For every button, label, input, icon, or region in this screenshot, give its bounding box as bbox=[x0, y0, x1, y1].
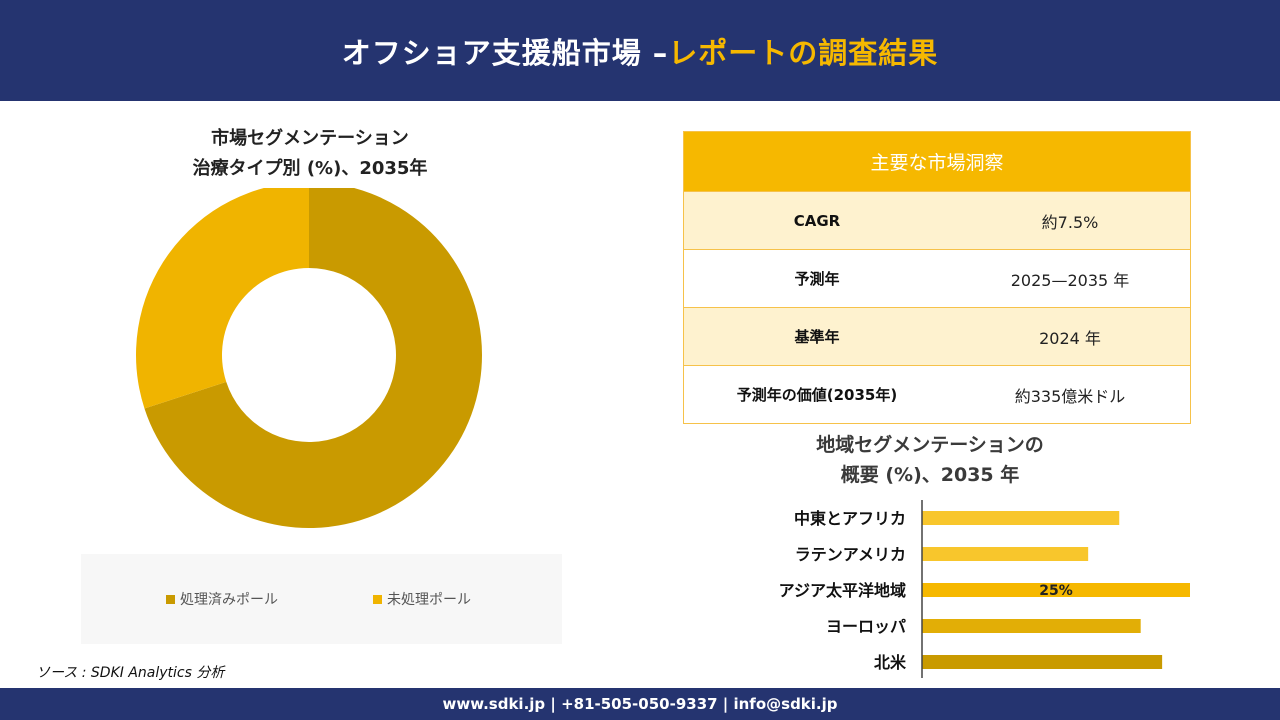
kpi-value: 約7.5% bbox=[1041, 212, 1099, 232]
bar-data-label: 25% bbox=[1039, 583, 1073, 599]
donut-slice-treated bbox=[144, 188, 482, 528]
region-bar bbox=[922, 583, 1190, 597]
kpi-label: 予測年 bbox=[794, 270, 840, 288]
page-title-main: オフショア支援船市場 – bbox=[341, 35, 669, 70]
region-bar bbox=[922, 655, 1163, 669]
legend-label-untreated: 未処理ポール bbox=[387, 592, 471, 608]
donut-chart bbox=[135, 188, 482, 528]
region-title-line2: 概要 (%)、2035 年 bbox=[840, 464, 1020, 486]
kpi-row-forecast-value: 予測年の価値(2035年) 約335億米ドル bbox=[684, 365, 1190, 423]
legend-swatch-untreated bbox=[373, 594, 382, 604]
market-insights-heading: 主要な市場洞察 bbox=[684, 132, 1190, 191]
region-title-line1: 地域セグメンテーションの bbox=[816, 434, 1044, 456]
legend-item-treated: 処理済みポール bbox=[166, 589, 278, 609]
bar-category-label: ラテンアメリカ bbox=[795, 545, 906, 564]
donut-title-line1: 市場セグメンテーション bbox=[211, 128, 409, 149]
source-note: ソース : SDKI Analytics 分析 bbox=[36, 665, 225, 681]
kpi-row-base-year: 基準年 2024 年 bbox=[684, 307, 1190, 365]
page-title: オフショア支援船市場 –レポートの調査結果 bbox=[342, 30, 939, 72]
kpi-value: 約335億米ドル bbox=[1014, 386, 1126, 406]
kpi-label: 予測年の価値(2035年) bbox=[736, 386, 898, 404]
region-bar bbox=[922, 511, 1120, 525]
kpi-label: 基準年 bbox=[794, 328, 840, 346]
kpi-row-cagr: CAGR 約7.5% bbox=[684, 191, 1190, 249]
kpi-value: 2024 年 bbox=[1039, 328, 1101, 348]
bar-category-label: 中東とアフリカ bbox=[794, 509, 906, 528]
kpi-row-forecast-years: 予測年 2025—2035 年 bbox=[684, 249, 1190, 307]
page-title-accent: レポートの調査結果 bbox=[668, 35, 939, 70]
bar-category-label: 北米 bbox=[874, 653, 907, 672]
legend-swatch-treated bbox=[166, 594, 175, 604]
kpi-value: 2025—2035 年 bbox=[1010, 270, 1130, 290]
bar-category-label: アジア太平洋地域 bbox=[779, 581, 906, 600]
kpi-label: CAGR bbox=[793, 211, 841, 230]
donut-legend: 処理済みポール 未処理ポール bbox=[81, 554, 562, 644]
footer-contact: www.sdki.jp | +81-505-050-9337 | info@sd… bbox=[0, 688, 1280, 720]
region-bar bbox=[922, 619, 1141, 633]
region-chart-title: 地域セグメンテーションの 概要 (%)、2035 年 bbox=[780, 430, 1080, 490]
region-bar bbox=[922, 547, 1089, 561]
donut-slice-untreated bbox=[135, 188, 309, 409]
header-banner: オフショア支援船市場 –レポートの調査結果 bbox=[0, 0, 1280, 101]
legend-item-untreated: 未処理ポール bbox=[373, 589, 471, 609]
bar-category-label: ヨーロッパ bbox=[826, 617, 906, 636]
legend-label-treated: 処理済みポール bbox=[180, 592, 278, 608]
donut-chart-title: 市場セグメンテーション 治療タイプ別 (%)、2035年 bbox=[120, 124, 500, 184]
donut-title-line2: 治療タイプ別 (%)、2035年 bbox=[192, 158, 428, 179]
market-insights-table: 主要な市場洞察 CAGR 約7.5% 予測年 2025—2035 年 基準年 2… bbox=[683, 131, 1191, 424]
